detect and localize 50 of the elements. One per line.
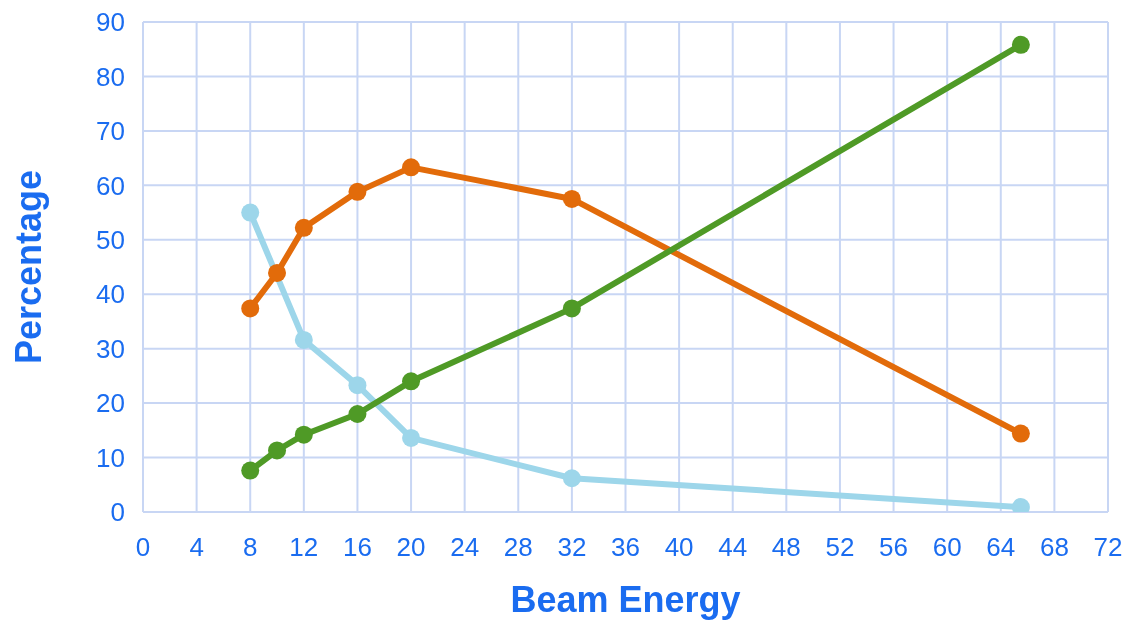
point (562, 299, 581, 318)
x-tick-label: 4 (189, 532, 204, 563)
x-tick-label: 28 (503, 532, 533, 563)
point (402, 372, 421, 391)
point (562, 189, 581, 208)
x-tick-label: 20 (396, 532, 426, 563)
point (294, 330, 313, 349)
y-tick-label: 50 (96, 225, 125, 256)
point (348, 182, 367, 201)
point (294, 425, 313, 444)
x-tick-label: 12 (289, 532, 319, 563)
x-tick-label: 16 (342, 532, 372, 563)
point (268, 441, 287, 460)
x-tick-label: 52 (825, 532, 855, 563)
point (1011, 35, 1030, 54)
x-tick-label: 56 (879, 532, 909, 563)
y-tick-label: 10 (96, 442, 125, 473)
point (402, 428, 421, 447)
x-tick-label: 72 (1093, 532, 1123, 563)
point (402, 158, 421, 177)
x-tick-label: 44 (718, 532, 748, 563)
x-tick-label: 64 (986, 532, 1016, 563)
y-tick-label: 0 (110, 497, 125, 528)
point (1011, 424, 1030, 443)
x-tick-label: 24 (450, 532, 480, 563)
x-tick-label: 48 (771, 532, 801, 563)
y-tick-label: 70 (96, 116, 125, 147)
x-tick-label: 60 (932, 532, 962, 563)
point (348, 376, 367, 395)
y-tick-label: 40 (96, 279, 125, 310)
point (241, 461, 260, 480)
y-tick-label: 30 (96, 333, 125, 364)
point (241, 299, 260, 318)
point (348, 405, 367, 423)
x-axis-title: Beam Energy (510, 579, 741, 620)
x-tick-label: 32 (557, 532, 587, 563)
y-tick-label: 90 (96, 7, 125, 38)
x-tick-label: 68 (1039, 532, 1069, 563)
y-tick-label: 60 (96, 170, 125, 201)
y-tick-label: 20 (96, 388, 125, 419)
point (268, 263, 287, 282)
y-axis-title: Percentage (7, 169, 49, 365)
point (562, 469, 581, 488)
point (241, 203, 260, 222)
point (294, 218, 313, 237)
y-tick-label: 80 (96, 61, 125, 92)
x-tick-label: 36 (611, 532, 640, 563)
x-tick-label: 40 (664, 532, 694, 563)
x-tick-label: 8 (242, 532, 258, 563)
x-tick-label: 0 (135, 532, 151, 563)
